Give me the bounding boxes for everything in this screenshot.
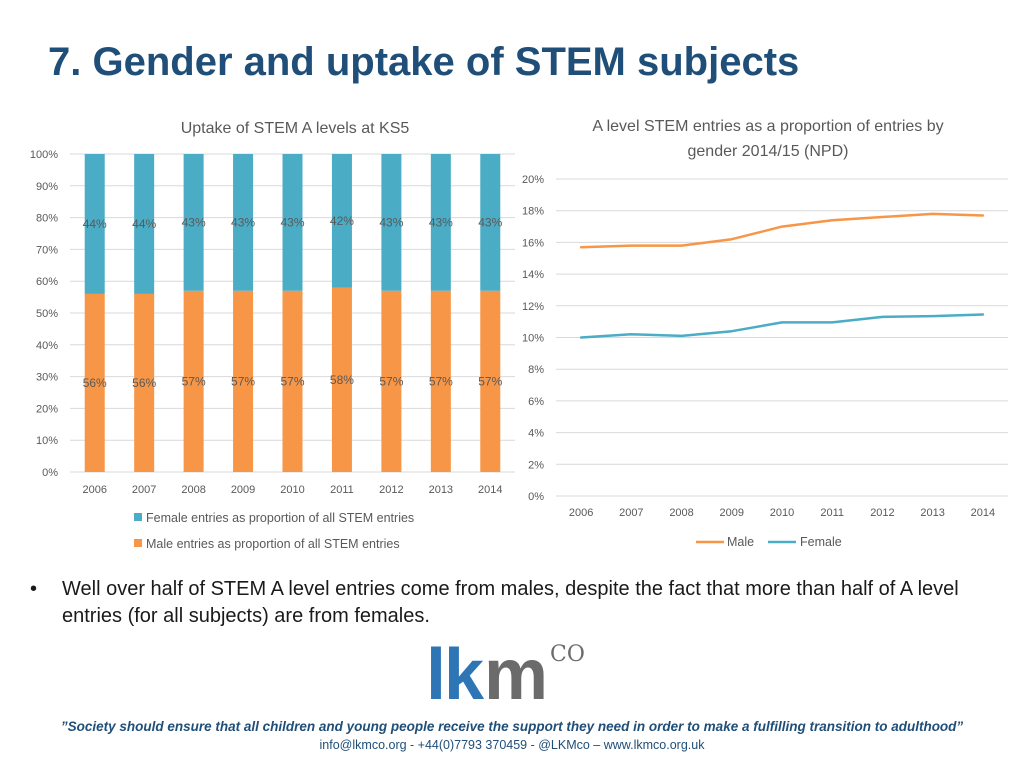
male-data-label: 57%	[280, 374, 304, 388]
bar-y-tick-label: 40%	[36, 340, 58, 352]
bar-y-tick-label: 70%	[36, 244, 58, 256]
bar-y-tick-label: 50%	[36, 308, 58, 320]
logo-lk-text: lk	[426, 635, 484, 715]
bullet-text: Well over half of STEM A level entries c…	[62, 578, 959, 627]
line-x-tick-label: 2006	[569, 507, 593, 519]
bar-y-tick-label: 100%	[30, 149, 58, 161]
bar-y-tick-label: 30%	[36, 372, 58, 384]
female-legend-swatch	[134, 513, 142, 521]
bar-x-tick-label: 2009	[231, 484, 255, 496]
line-y-tick-label: 16%	[522, 237, 544, 249]
bar-x-tick-label: 2010	[280, 484, 304, 496]
bar-x-tick-label: 2012	[379, 484, 403, 496]
line-y-tick-label: 6%	[528, 396, 544, 408]
male-data-label: 56%	[132, 376, 156, 390]
line-y-tick-label: 4%	[528, 428, 544, 440]
female-legend-label: Female	[800, 535, 842, 549]
footer-contact: info@lkmco.org - +44(0)7793 370459 - @LK…	[319, 738, 705, 752]
male-bar	[282, 290, 303, 472]
male-bar	[183, 290, 204, 472]
female-data-label: 43%	[429, 215, 453, 229]
line-chart-title-line: gender 2014/15 (NPD)	[688, 143, 849, 160]
logo-m-text: m	[484, 635, 549, 715]
bar-x-tick-label: 2011	[330, 484, 354, 496]
female-series-line	[579, 313, 985, 339]
footer-quote: ”Society should ensure that all children…	[60, 719, 964, 734]
bar-chart-title: Uptake of STEM A levels at KS5	[181, 120, 410, 137]
female-bar	[480, 154, 501, 291]
logo-co-text: CO	[550, 642, 585, 667]
bar-x-tick-label: 2013	[429, 484, 453, 496]
male-bar	[480, 290, 501, 472]
male-bar	[84, 293, 105, 472]
female-bar	[134, 154, 155, 294]
line-x-tick-label: 2008	[669, 507, 693, 519]
bar-y-tick-label: 10%	[36, 435, 58, 447]
male-bar	[430, 290, 451, 472]
male-data-label: 57%	[182, 374, 206, 388]
line-x-tick-label: 2011	[820, 507, 844, 519]
line-x-tick-label: 2007	[619, 507, 643, 519]
bar-x-tick-label: 2008	[181, 484, 205, 496]
male-data-label: 58%	[330, 373, 354, 387]
female-legend-label: Female entries as proportion of all STEM…	[146, 511, 414, 525]
line-x-tick-label: 2012	[870, 507, 894, 519]
female-bar	[84, 154, 105, 294]
lkmco-logo: lk m CO	[426, 635, 606, 716]
bullet-icon: •	[30, 578, 38, 600]
female-data-label: 42%	[330, 214, 354, 228]
female-bar	[331, 154, 352, 288]
female-data-label: 43%	[231, 215, 255, 229]
bar-y-tick-label: 0%	[42, 467, 58, 479]
female-bar	[381, 154, 402, 291]
line-x-tick-label: 2010	[770, 507, 794, 519]
line-y-tick-label: 20%	[522, 174, 544, 186]
bar-x-tick-label: 2014	[478, 484, 502, 496]
bar-x-tick-label: 2006	[82, 484, 106, 496]
page-title: 7. Gender and uptake of STEM subjects	[48, 40, 800, 84]
line-x-tick-label: 2013	[920, 507, 944, 519]
line-y-tick-label: 0%	[528, 491, 544, 503]
male-bar	[331, 287, 352, 472]
male-legend-label: Male	[727, 535, 754, 549]
male-legend-swatch	[134, 539, 142, 547]
male-data-label: 57%	[379, 374, 403, 388]
line-y-tick-label: 14%	[522, 269, 544, 281]
male-series-line	[579, 212, 985, 249]
male-bar	[134, 293, 155, 472]
male-data-label: 57%	[429, 374, 453, 388]
male-legend-label: Male entries as proportion of all STEM e…	[146, 537, 400, 551]
female-data-label: 44%	[83, 217, 107, 231]
female-data-label: 43%	[182, 215, 206, 229]
male-data-label: 57%	[231, 374, 255, 388]
line-x-tick-label: 2009	[720, 507, 744, 519]
bar-y-tick-label: 80%	[36, 213, 58, 225]
bar-x-tick-label: 2007	[132, 484, 156, 496]
stacked-bar-chart: Uptake of STEM A levels at KS5 0% 10% 20% 30…	[30, 120, 515, 551]
bullet-point: • Well over half of STEM A level entries…	[30, 576, 990, 630]
line-y-tick-label: 8%	[528, 364, 544, 376]
line-chart-title-line: A level STEM entries as a proportion of …	[592, 118, 943, 135]
line-x-tick-label: 2014	[971, 507, 995, 519]
female-bar	[282, 154, 303, 291]
female-data-label: 43%	[280, 215, 304, 229]
bar-y-tick-label: 60%	[36, 276, 58, 288]
line-y-tick-label: 10%	[522, 333, 544, 345]
male-bar	[381, 290, 402, 472]
line-y-tick-label: 18%	[522, 206, 544, 218]
female-bar	[430, 154, 451, 291]
male-bar	[233, 290, 254, 472]
male-data-label: 56%	[83, 376, 107, 390]
line-chart: A level STEM entries as a proportion of …	[522, 118, 1008, 549]
female-data-label: 44%	[132, 217, 156, 231]
female-bar	[233, 154, 254, 291]
female-data-label: 43%	[379, 215, 403, 229]
female-bar	[183, 154, 204, 291]
male-data-label: 57%	[478, 374, 502, 388]
line-y-tick-label: 12%	[522, 301, 544, 313]
bar-y-tick-label: 90%	[36, 181, 58, 193]
female-data-label: 43%	[478, 215, 502, 229]
line-y-tick-label: 2%	[528, 459, 544, 471]
bar-y-tick-label: 20%	[36, 403, 58, 415]
